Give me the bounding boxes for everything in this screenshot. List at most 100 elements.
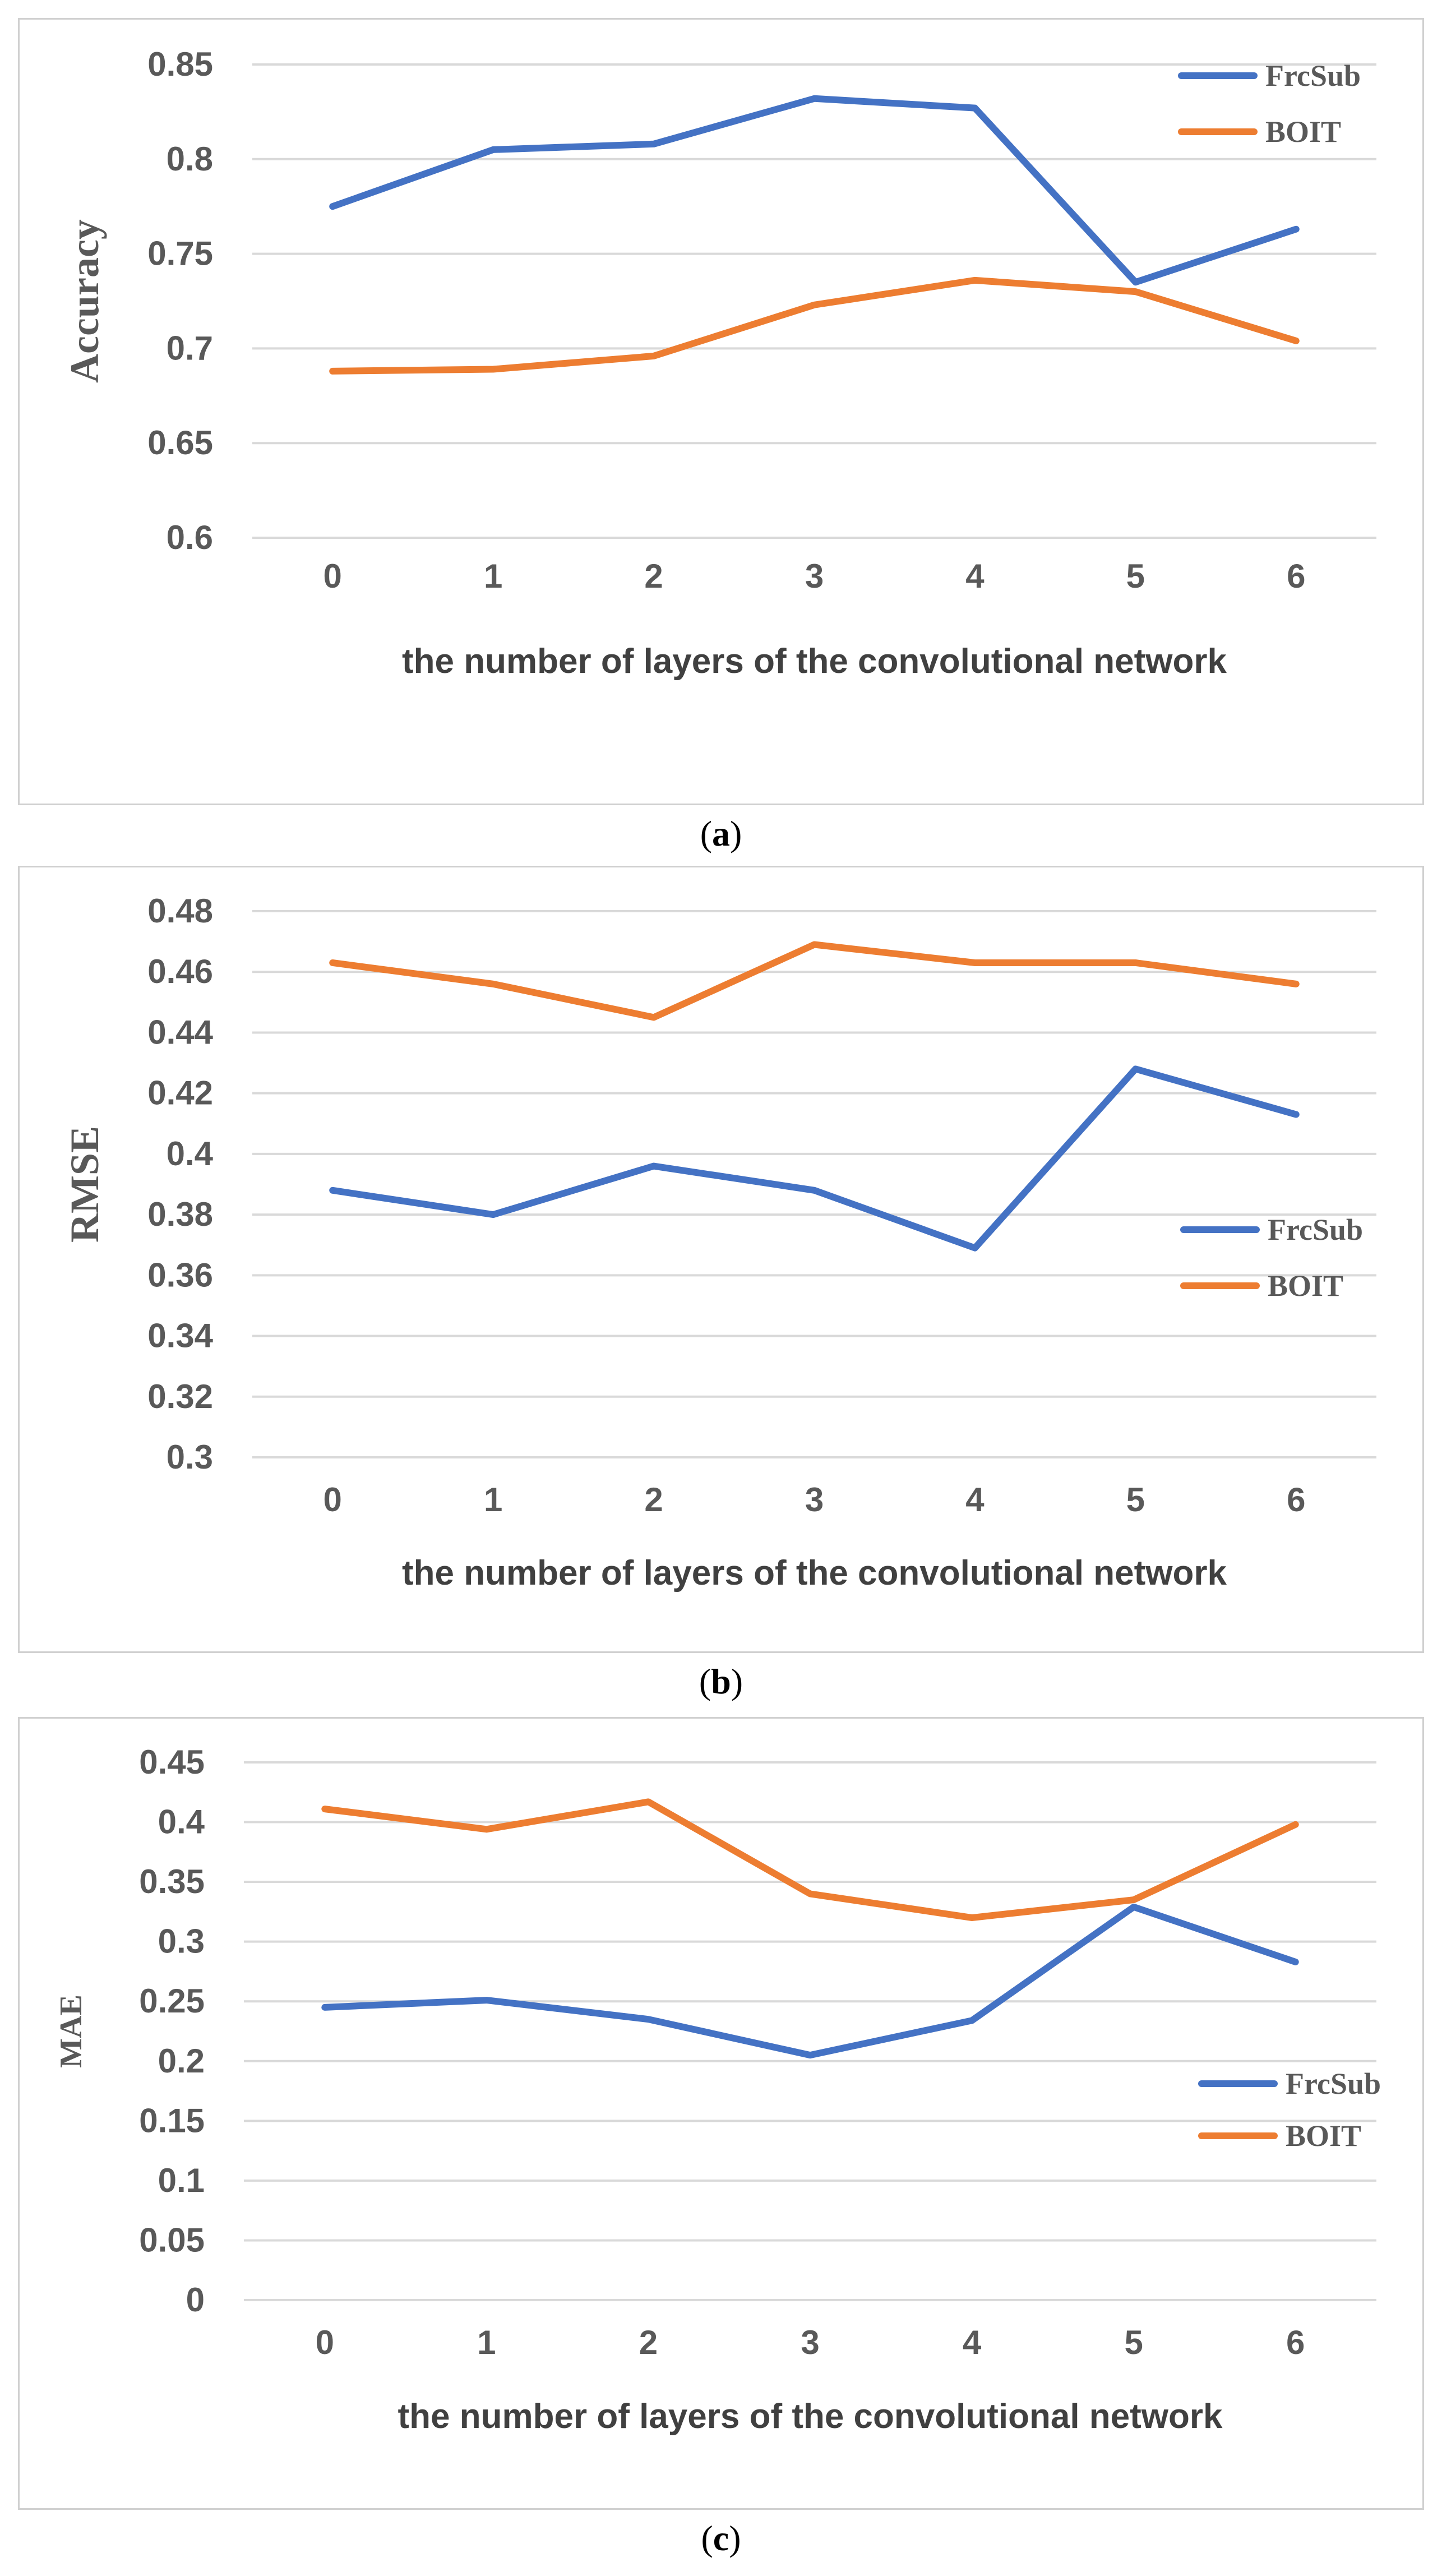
y-tick-label: 0.42: [147, 1074, 213, 1112]
series-line-boit: [321, 1798, 1299, 1922]
data-point-boit: [1133, 1899, 1135, 1901]
legend-label-frcsub: FrcSub: [1268, 1213, 1363, 1247]
y-tick-label: 0.34: [147, 1317, 213, 1355]
data-point-frcsub: [1133, 1905, 1135, 1908]
data-point-frcsub: [647, 2018, 650, 2021]
y-tick-label: 0: [186, 2281, 205, 2319]
data-point-boit: [485, 1828, 488, 1831]
data-point-frcsub: [653, 1165, 655, 1167]
data-point-boit: [492, 982, 494, 985]
data-point-boit: [973, 279, 976, 281]
y-tick-label: 0.1: [158, 2162, 205, 2199]
data-point-frcsub: [809, 2054, 811, 2057]
data-point-frcsub: [492, 148, 494, 151]
x-axis-label: the number of layers of the convolutiona…: [398, 2397, 1223, 2436]
data-point-frcsub: [331, 205, 334, 208]
data-point-frcsub: [1295, 1113, 1297, 1116]
series-line-frcsub: [321, 1903, 1299, 2059]
data-point-frcsub: [813, 97, 816, 100]
x-tick-label: 3: [801, 2324, 819, 2361]
x-tick-label: 5: [1126, 557, 1145, 595]
y-tick-label: 0.48: [147, 892, 213, 930]
data-point-frcsub: [1134, 281, 1137, 284]
data-point-frcsub: [973, 107, 976, 109]
x-tick-label: 1: [477, 2324, 496, 2361]
y-tick-label: 0.36: [147, 1256, 213, 1294]
y-tick-label: 0.8: [167, 140, 213, 178]
x-tick-label: 6: [1286, 2324, 1305, 2361]
caption-a-letter: a: [712, 814, 730, 853]
data-point-boit: [323, 1808, 326, 1811]
y-tick-label: 0.32: [147, 1378, 213, 1415]
y-axis-label: MAE: [54, 1995, 89, 2068]
series-line-frcsub: [329, 1065, 1300, 1252]
y-tick-label: 0.4: [167, 1135, 214, 1172]
x-axis-label: the number of layers of the convolutiona…: [402, 1554, 1227, 1592]
x-tick-label: 2: [644, 1481, 663, 1518]
y-tick-label: 0.45: [139, 1743, 205, 1781]
data-point-frcsub: [973, 1247, 976, 1249]
x-tick-label: 1: [484, 557, 502, 595]
y-tick-label: 0.35: [139, 1863, 205, 1900]
data-point-boit: [973, 961, 976, 964]
data-point-boit: [1295, 982, 1297, 985]
series-line-boit: [329, 941, 1300, 1021]
data-point-boit: [492, 368, 494, 371]
caption-c-letter: c: [713, 2518, 729, 2558]
y-tick-label: 0.38: [147, 1195, 213, 1233]
data-point-frcsub: [813, 1189, 816, 1192]
data-point-frcsub: [492, 1213, 494, 1216]
data-point-boit: [653, 354, 655, 357]
x-tick-label: 4: [965, 1481, 985, 1518]
chart-panel-b: 0.3 0.32 0.34 0.36 0.38 0.4 0.42 0.44 0.46 0.48 0 1…: [18, 866, 1424, 1653]
data-point-boit: [813, 303, 816, 306]
y-tick-label: 0.25: [139, 1982, 205, 2020]
x-axis-label: the number of layers of the convolutiona…: [402, 642, 1227, 681]
x-tick-label: 0: [316, 2324, 334, 2361]
data-point-boit: [1134, 961, 1137, 964]
legend-label-frcsub: FrcSub: [1286, 2067, 1381, 2100]
x-tick-label: 2: [644, 557, 663, 595]
data-point-frcsub: [1295, 228, 1297, 230]
data-point-boit: [970, 1917, 973, 1919]
data-point-boit: [647, 1801, 650, 1803]
data-point-frcsub: [485, 1999, 488, 2002]
data-point-boit: [331, 961, 334, 964]
y-tick-label: 0.3: [167, 1438, 213, 1476]
x-tick-label: 2: [639, 2324, 658, 2361]
x-tick-label: 6: [1287, 1481, 1305, 1518]
y-tick-label: 0.75: [147, 235, 213, 273]
y-tick-label: 0.65: [147, 424, 213, 461]
caption-a: (a): [700, 814, 742, 853]
chart-panel-a: 0.6 0.65 0.7 0.75 0.8 0.85 0 1 2 3 4 5 6 the number o…: [18, 18, 1424, 805]
data-point-boit: [653, 1016, 655, 1019]
y-axis-label: RMSE: [62, 1126, 107, 1243]
y-tick-label: 0.05: [139, 2221, 205, 2259]
series-line-boit: [329, 276, 1300, 375]
data-point-frcsub: [1134, 1068, 1137, 1070]
data-point-frcsub: [331, 1189, 334, 1192]
mae-line-chart: 0 0.05 0.1 0.15 0.2 0.25 0.3 0.35 0.4 0.45 0 1 2 3 4 5 6…: [54, 1743, 1381, 2436]
legend-label-boit: BOIT: [1286, 2119, 1361, 2153]
data-point-frcsub: [323, 2006, 326, 2009]
x-tick-label: 4: [963, 2324, 982, 2361]
x-tick-label: 1: [484, 1481, 502, 1518]
data-point-frcsub: [970, 2019, 973, 2022]
legend-label-boit: BOIT: [1265, 115, 1341, 149]
legend-label-frcsub: FrcSub: [1265, 59, 1361, 93]
y-axis-label: Accuracy: [62, 219, 107, 383]
data-point-boit: [809, 1892, 811, 1895]
x-tick-label: 0: [323, 557, 342, 595]
chart-panel-c: 0 0.05 0.1 0.15 0.2 0.25 0.3 0.35 0.4 0.45 0 1 2 3 4 5 6…: [18, 1717, 1424, 2510]
caption-b: (b): [699, 1661, 743, 1701]
x-tick-label: 3: [805, 557, 824, 595]
data-point-boit: [1134, 290, 1137, 293]
y-tick-label: 0.6: [167, 519, 213, 556]
y-tick-label: 0.44: [147, 1013, 213, 1051]
y-tick-label: 0.46: [147, 953, 213, 990]
data-point-boit: [331, 370, 334, 372]
y-tick-label: 0.4: [158, 1803, 205, 1841]
y-tick-label: 0.85: [147, 45, 213, 83]
data-point-frcsub: [1294, 1960, 1297, 1963]
data-point-boit: [1295, 339, 1297, 342]
